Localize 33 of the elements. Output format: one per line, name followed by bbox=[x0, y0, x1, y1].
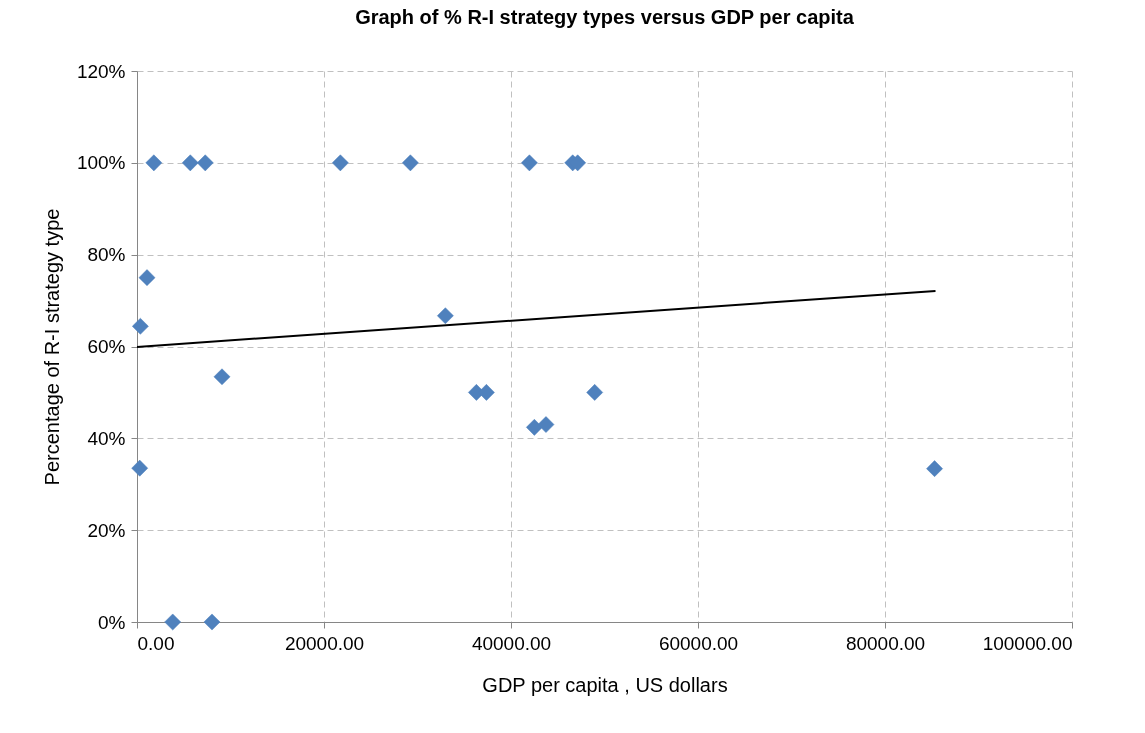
chart-title: Graph of % R-I strategy types versus GDP per capita bbox=[355, 6, 855, 28]
y-tick-label: 120% bbox=[76, 60, 126, 82]
y-tick-label: 40% bbox=[87, 427, 126, 449]
point bbox=[164, 613, 182, 631]
point bbox=[402, 154, 419, 172]
x-axis-title: GDP per capita , US dollars bbox=[482, 673, 728, 696]
x-tick-label: 40000.00 bbox=[471, 632, 552, 654]
point bbox=[437, 307, 454, 325]
y-tick-label: 100% bbox=[76, 152, 126, 174]
point bbox=[132, 317, 149, 335]
x-tick-label: 80000.00 bbox=[845, 632, 926, 654]
y-axis-title: Percentage of R-I strategy type bbox=[40, 208, 63, 486]
y-tick-label: 0% bbox=[98, 611, 126, 633]
point bbox=[332, 154, 349, 172]
y-tick-label: 80% bbox=[87, 244, 126, 266]
y-tick-label: 20% bbox=[87, 519, 126, 541]
point bbox=[586, 384, 603, 401]
x-tick-label: 20000.00 bbox=[284, 632, 365, 654]
x-tick-label: 0.00 bbox=[137, 632, 175, 654]
point bbox=[537, 416, 555, 433]
point bbox=[521, 154, 538, 172]
point bbox=[131, 459, 149, 477]
point bbox=[145, 154, 163, 172]
y-tick-label: 60% bbox=[87, 336, 126, 357]
point bbox=[203, 613, 221, 631]
point bbox=[196, 154, 214, 172]
point bbox=[138, 269, 156, 286]
point bbox=[526, 419, 543, 436]
x-tick-label: 100000.00 bbox=[982, 632, 1073, 654]
x-tick-label: 60000.00 bbox=[658, 632, 739, 654]
point bbox=[213, 368, 231, 386]
point bbox=[926, 460, 943, 477]
point bbox=[181, 154, 199, 172]
